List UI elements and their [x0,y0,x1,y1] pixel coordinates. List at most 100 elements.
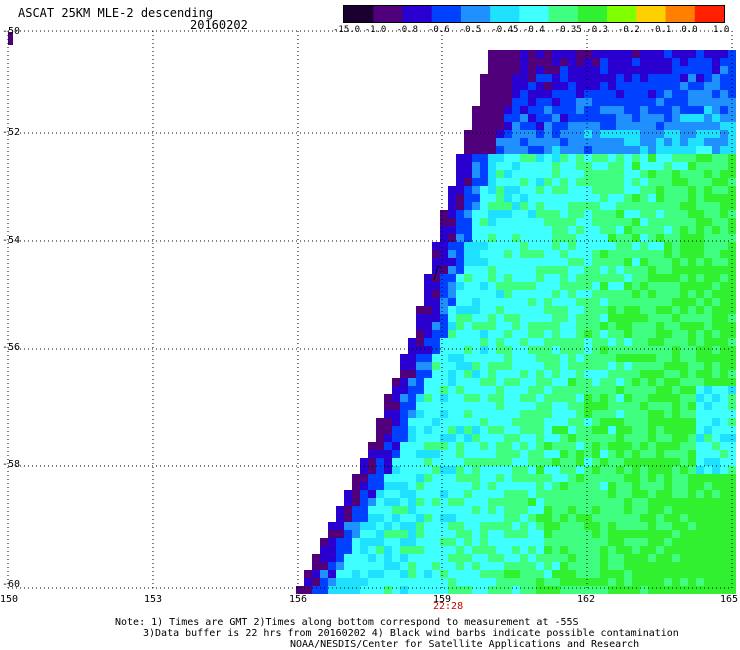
data-cell [592,194,600,202]
data-cell [360,522,368,530]
data-cell [608,522,616,530]
data-cell [464,330,472,338]
data-cell [648,234,656,242]
data-cell [728,354,736,362]
data-cell [552,282,560,290]
data-cell [640,458,648,466]
data-cell [520,266,528,274]
data-cell [696,58,704,66]
data-cell [464,410,472,418]
data-cell [544,458,552,466]
data-cell [576,186,584,194]
data-cell [696,146,704,154]
data-cell [440,370,448,378]
data-cell [568,442,576,450]
data-cell [608,154,616,162]
data-cell [624,402,632,410]
data-cell [456,506,464,514]
data-cell [728,194,736,202]
data-cell [368,498,376,506]
data-cell [464,482,472,490]
data-cell [448,290,456,298]
data-cell [576,386,584,394]
data-cell [408,362,416,370]
data-cell [600,434,608,442]
data-cell [656,418,664,426]
colorbar-segment [344,6,374,22]
data-cell [632,378,640,386]
data-cell [584,330,592,338]
data-cell [552,394,560,402]
data-cell [544,130,552,138]
data-cell [592,578,600,586]
data-cell [432,338,440,346]
data-cell [576,146,584,154]
data-cell [616,66,624,74]
data-cell [728,306,736,314]
data-cell [664,290,672,298]
data-cell [608,250,616,258]
data-cell [440,314,448,322]
data-cell [472,418,480,426]
data-cell [696,370,704,378]
data-cell [496,458,504,466]
data-cell [360,530,368,538]
data-cell [552,354,560,362]
data-cell [488,154,496,162]
lon-label: 165 [720,594,739,605]
data-cell [624,298,632,306]
data-cell [696,66,704,74]
data-cell [456,210,464,218]
data-cell [680,458,688,466]
colorbar-tick-label: -15.0 [333,25,361,35]
data-cell [376,554,384,562]
data-cell [400,578,408,586]
data-cell [584,482,592,490]
data-cell [520,290,528,298]
data-cell [512,58,520,66]
data-cell [680,210,688,218]
data-cell [456,226,464,234]
data-cell [640,186,648,194]
data-cell [504,186,512,194]
data-cell [664,210,672,218]
data-cell [704,274,712,282]
data-cell [536,426,544,434]
data-cell [432,402,440,410]
data-cell [632,226,640,234]
data-cell [472,546,480,554]
data-cell [536,554,544,562]
data-cell [376,570,384,578]
data-cell [648,458,656,466]
data-cell [400,442,408,450]
data-cell [720,194,728,202]
data-cell [456,298,464,306]
data-cell [608,146,616,154]
data-cell [560,298,568,306]
data-cell [416,538,424,546]
data-cell [504,538,512,546]
data-cell [712,122,720,130]
data-cell [712,74,720,82]
data-cell [464,474,472,482]
data-cell [480,282,488,290]
data-cell [504,338,512,346]
data-cell [504,546,512,554]
data-cell [544,242,552,250]
data-cell [424,546,432,554]
data-cell [648,482,656,490]
data-cell [360,586,368,594]
data-cell [720,394,728,402]
data-cell [608,298,616,306]
data-cell [496,298,504,306]
data-cell [688,482,696,490]
data-cell [720,234,728,242]
data-cell [728,482,736,490]
data-cell [592,490,600,498]
data-cell [504,170,512,178]
data-cell [400,362,408,370]
data-cell [632,194,640,202]
data-cell [720,354,728,362]
data-cell [464,562,472,570]
data-cell [688,514,696,522]
